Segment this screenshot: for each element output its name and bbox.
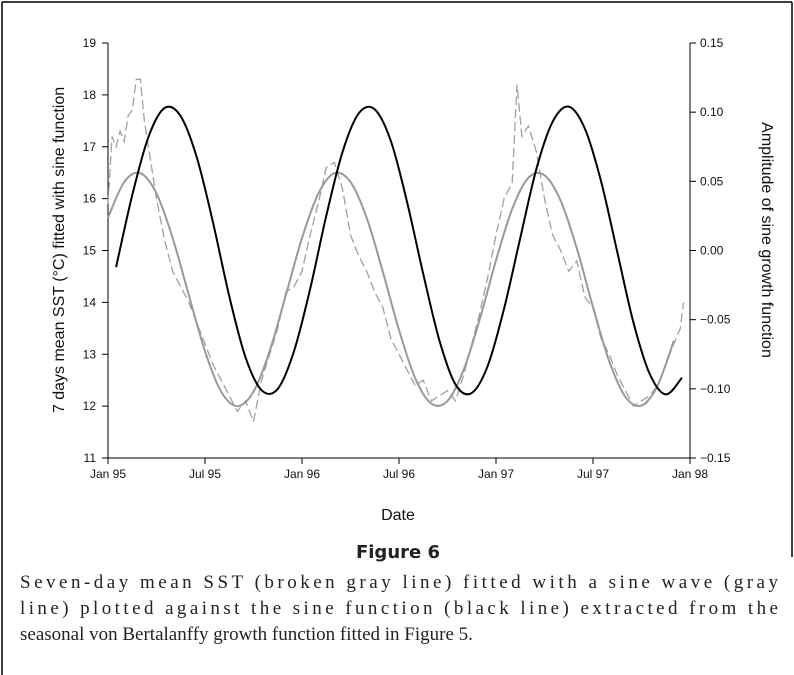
y-tick-label: 17 — [83, 140, 97, 154]
y2-tick-label: 0.05 — [700, 174, 724, 188]
caption-line: seasonal von Bertalanffy growth function… — [20, 624, 473, 645]
y-tick-label: 14 — [83, 295, 97, 309]
x-tick-label: Jan 95 — [90, 467, 126, 481]
x-tick-label: Jan 98 — [672, 467, 708, 481]
y2-tick-label: −0.15 — [700, 451, 731, 465]
y-tick-label: 18 — [83, 88, 97, 102]
y-tick-label: 19 — [83, 36, 97, 50]
x-axis-label: Date — [381, 507, 415, 524]
y-tick-label: 15 — [83, 244, 97, 258]
y-tick-label: 13 — [83, 347, 97, 361]
y2-tick-label: 0.10 — [700, 105, 724, 119]
x-tick-label: Jul 96 — [383, 467, 415, 481]
y2-tick-label: −0.05 — [700, 313, 731, 327]
y2-tick-label: −0.10 — [700, 382, 731, 396]
y-tick-label: 12 — [83, 399, 97, 413]
y2-tick-label: 0.15 — [700, 36, 724, 50]
y-tick-label: 11 — [84, 451, 97, 465]
caption-line: line) plotted against the sine function … — [20, 598, 778, 619]
y2-tick-label: 0.00 — [700, 244, 724, 258]
x-tick-label: Jul 97 — [577, 467, 609, 481]
y2-axis-label: Amplitude of sine growth function — [758, 122, 775, 358]
caption-line: Seven-day mean SST (broken gray line) fi… — [20, 572, 778, 593]
y-tick-label: 16 — [83, 192, 97, 206]
y-axis-label: 7 days mean SST (°C) fitted with sine fu… — [51, 87, 68, 413]
x-tick-label: Jul 95 — [189, 467, 221, 481]
series-line — [107, 171, 675, 408]
figure-label: Figure 6 — [356, 542, 440, 563]
x-tick-label: Jan 97 — [478, 467, 514, 481]
series-line — [115, 105, 683, 396]
x-tick-label: Jan 96 — [284, 467, 320, 481]
series-line — [107, 78, 685, 425]
